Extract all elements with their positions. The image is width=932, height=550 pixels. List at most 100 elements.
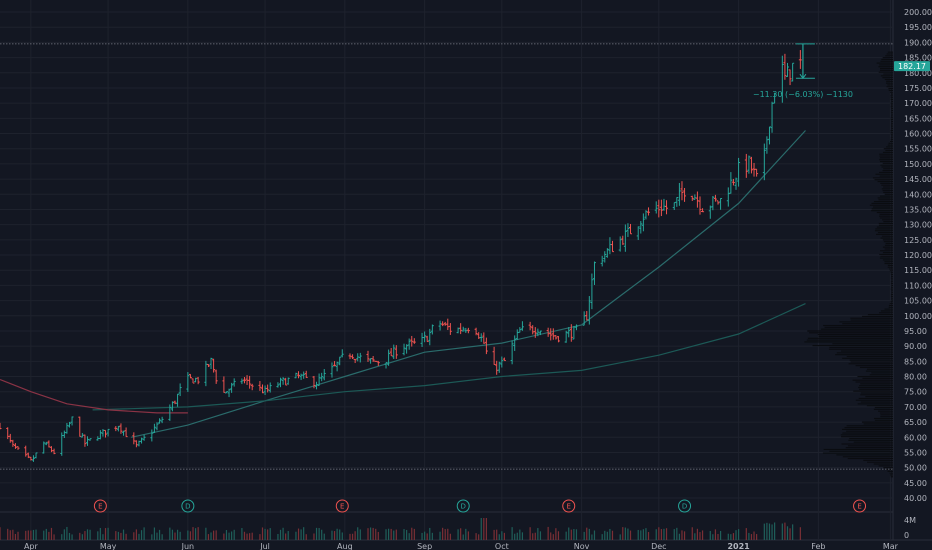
volume-profile-bar xyxy=(891,290,893,292)
volume-bar xyxy=(640,530,642,540)
volume-bar xyxy=(390,528,392,540)
volume-bar xyxy=(194,528,197,540)
volume-bar xyxy=(367,528,369,540)
volume-bar xyxy=(426,533,428,540)
volume-profile-bar xyxy=(832,343,893,345)
volume-bar xyxy=(496,529,498,540)
volume-bar xyxy=(84,531,86,540)
volume-bar xyxy=(372,527,374,540)
volume-bar xyxy=(575,529,578,540)
price-candles xyxy=(0,50,802,462)
volume-profile-bar xyxy=(887,144,893,146)
volume-bar xyxy=(660,529,662,540)
volume-bar xyxy=(750,534,753,540)
volume-profile-bar xyxy=(842,323,893,325)
volume-bar xyxy=(591,534,593,540)
volume-profile-bar xyxy=(890,288,893,290)
volume-bar xyxy=(408,533,410,540)
time-axis[interactable]: Apr May Jun Jul Aug Sep Oct Nov Dec 2021 Feb Mar xyxy=(24,542,899,550)
volume-profile-bar xyxy=(890,281,893,283)
volume-bar xyxy=(205,527,207,540)
y-tick-label: 90.00 xyxy=(904,342,927,351)
volume-bar xyxy=(449,533,451,540)
volume-profile-bar xyxy=(842,428,893,430)
volume-bar xyxy=(223,533,225,540)
volume-profile-bar xyxy=(855,381,893,383)
price-axis[interactable]: 200.00 195.00 190.00 185.00 180.00 175.00 170.… xyxy=(894,8,932,540)
volume-bar xyxy=(774,522,776,540)
volume-profile-bar xyxy=(879,69,893,71)
moving-average-line xyxy=(0,378,188,414)
x-tick-label: Jul xyxy=(259,542,270,550)
volume-profile-bar xyxy=(890,124,893,126)
volume-bar xyxy=(745,528,747,540)
volume-bar xyxy=(138,533,140,540)
volume-profile-bar xyxy=(880,414,893,416)
x-tick-label: Apr xyxy=(24,542,39,550)
volume-bar xyxy=(351,533,354,540)
volume-bar xyxy=(642,529,644,540)
volume-bar xyxy=(730,534,732,540)
y-tick-label: 100.00 xyxy=(904,312,932,321)
volume-profile-bar xyxy=(871,372,893,374)
y-tick-label: 185.00 xyxy=(904,54,932,63)
volume-profile-bar xyxy=(881,166,893,168)
last-price-label: 182.17 xyxy=(898,62,926,71)
volume-profile-bar xyxy=(879,175,893,177)
volume-profile-bar xyxy=(880,164,893,166)
volume-bar xyxy=(267,529,269,540)
last-price-tag xyxy=(894,61,930,72)
y-tick-label: 200.00 xyxy=(904,8,932,17)
event-marker-label: D xyxy=(682,503,687,511)
volume-profile-bar xyxy=(845,447,893,449)
volume-profile-bar xyxy=(874,417,893,420)
volume-profile-bar xyxy=(881,184,893,186)
volume-profile-bar xyxy=(891,109,893,112)
volume-bar xyxy=(174,532,176,540)
volume-bar xyxy=(485,518,487,540)
volume-bar xyxy=(478,534,480,540)
y-tick-label: 40.00 xyxy=(904,494,927,503)
event-marker-circle xyxy=(678,499,692,513)
volume-bar xyxy=(287,531,289,540)
volume-bar xyxy=(9,530,11,540)
volume-profile-bar xyxy=(841,350,893,352)
volume-bar xyxy=(179,531,181,540)
volume-bar xyxy=(529,527,531,540)
volume-bar xyxy=(323,533,325,540)
volume-profile-bar xyxy=(849,359,893,361)
volume-bar xyxy=(228,532,230,540)
volume-bar xyxy=(552,534,554,540)
volume-profile-bar xyxy=(882,239,893,241)
volume-bar xyxy=(61,534,63,540)
volume-profile-bar xyxy=(886,86,893,88)
price-measure-tool[interactable]: −11.30 (−6.03%) −1130 xyxy=(753,43,853,99)
volume-bar xyxy=(321,529,323,540)
volume-bar xyxy=(676,527,678,540)
volume-profile-bar xyxy=(889,472,893,474)
volume-profile-bar xyxy=(880,67,893,70)
volume-bar xyxy=(251,532,253,540)
volume-bar xyxy=(681,530,683,540)
volume-bar xyxy=(50,527,53,540)
volume-profile-bar xyxy=(879,155,893,157)
event-marker-label: D xyxy=(461,503,466,511)
volume-bar xyxy=(17,531,19,540)
volume-bar xyxy=(357,527,359,540)
volume-profile-bar xyxy=(890,295,893,297)
volume-bar xyxy=(583,531,585,540)
volume-profile-bar xyxy=(885,242,893,245)
x-tick-label: Aug xyxy=(337,542,353,550)
volume-profile-bar xyxy=(890,119,893,121)
volume-bar xyxy=(120,532,122,540)
volume-bar xyxy=(792,524,794,540)
volume-profile-bar xyxy=(890,140,893,142)
volume-bar xyxy=(748,532,750,540)
volume-profile-bar xyxy=(878,222,893,225)
volume-bar xyxy=(606,531,608,540)
volume-profile-bar xyxy=(890,102,893,104)
volume-profile-bar xyxy=(850,319,893,321)
